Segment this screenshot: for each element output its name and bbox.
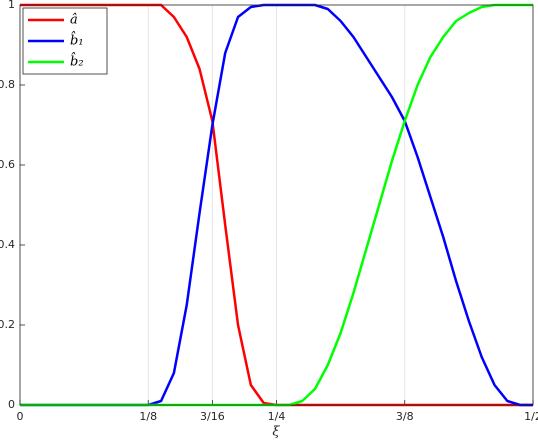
x-tick-label: 1/2: [524, 410, 538, 423]
x-tick-label: 3/8: [396, 410, 414, 423]
x-tick-label: 0: [17, 410, 24, 423]
plot-frame: [19, 4, 534, 406]
x-tick-label: 1/8: [139, 410, 157, 423]
y-tick-label: 0.2: [0, 318, 15, 331]
y-tick-label: 1: [8, 0, 15, 11]
y-tick-label: 0: [8, 398, 15, 411]
x-axis-label: ξ: [272, 425, 280, 440]
y-tick-label: 0.8: [0, 78, 15, 91]
x-tick-label: 1/4: [268, 410, 286, 423]
y-tick-label: 0.4: [0, 238, 15, 251]
legend-label: b̂₁: [70, 31, 84, 49]
legend-label: â: [70, 13, 78, 28]
y-tick-label: 0.6: [0, 158, 15, 171]
legend-label: b̂₂: [70, 52, 84, 70]
x-tick-label: 3/16: [200, 410, 225, 423]
